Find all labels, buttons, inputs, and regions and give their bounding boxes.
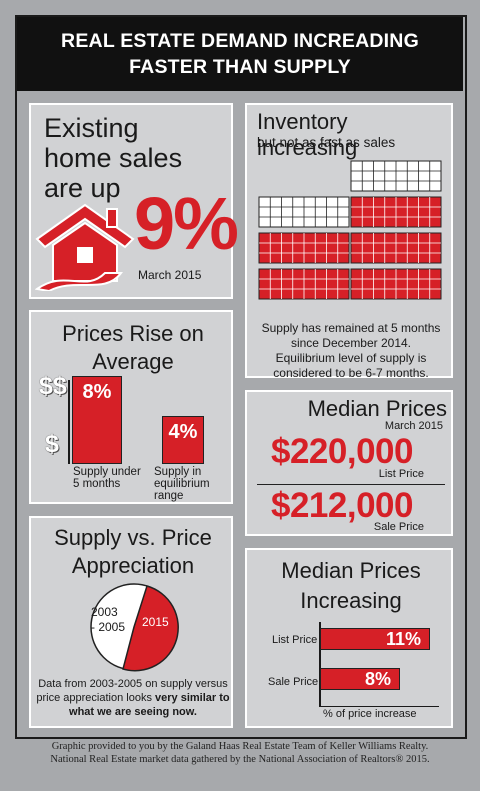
bar-label-2-line3: range (154, 490, 184, 502)
caption-regular: Data from 2003-2005 on supply versus pri… (36, 678, 228, 704)
inventory-caption-line1: Supply has remained at 5 months (261, 321, 441, 335)
median-divider (257, 484, 445, 485)
bar-supply-equilibrium: 4% (162, 416, 204, 464)
list-price-value: $220,000 (271, 432, 413, 471)
inventory-title: Inventory increasing (257, 109, 358, 160)
footer-line2: National Real Estate market data gathere… (50, 754, 430, 765)
home-sales-percent: 9% (134, 182, 239, 265)
home-sales-panel: Existing home sales are up 9% March 2015 (29, 103, 239, 299)
list-price-label: List Price (378, 468, 424, 480)
prices-rise-title-line2: Average (92, 349, 174, 374)
bar-label-supply-under-5: Supply under 5 months (73, 466, 141, 490)
header-banner: REAL ESTATE DEMAND INCREADING FASTER THA… (17, 17, 463, 91)
median-increase-title: Median Prices Increasing (247, 556, 455, 616)
median-increase-title-line2: Increasing (300, 588, 402, 613)
row-label-list-price: List Price (272, 634, 318, 646)
bar-sale-price: 8% (320, 668, 400, 690)
inventory-panel: Inventory increasing but not as fast as … (245, 103, 453, 381)
footer-credits: Graphic provided to you by the Galand Ha… (0, 740, 480, 766)
caption-bold: very similar to what we are seeing now. (69, 692, 230, 718)
inventory-caption: Supply has remained at 5 months since De… (253, 321, 449, 381)
home-sales-title-line1: Existing (44, 113, 139, 143)
inventory-block (258, 268, 350, 300)
inventory-block (258, 196, 350, 228)
inventory-block (350, 196, 442, 228)
bar-label-supply-equilibrium: Supply in equilibrium range (154, 466, 210, 502)
supply-vs-price-title: Supply vs. Price Appreciation (31, 524, 235, 580)
sale-price-label: Sale Price (373, 521, 424, 533)
supply-vs-price-panel: Supply vs. Price Appreciation 2003 - 200… (29, 516, 233, 728)
bar-list-price: 11% (320, 628, 430, 650)
pie-chart (90, 583, 179, 672)
median-increase-y-axis (319, 622, 321, 706)
home-sales-date: March 2015 (138, 268, 202, 282)
median-increase-axis-caption: % of price increase (323, 708, 417, 720)
prices-rise-title: Prices Rise on Average (31, 320, 235, 376)
inventory-block (350, 160, 442, 192)
footer-line1: Graphic provided to you by the Galand Ha… (51, 741, 429, 752)
row-label-sale-price: Sale Price (268, 676, 319, 688)
header-title-line2: FASTER THAN SUPPLY (129, 56, 351, 78)
inventory-block (350, 232, 442, 264)
inventory-block (258, 232, 350, 264)
inventory-caption-line4: considered to be 6-7 months. (273, 366, 429, 380)
pie-label-2003-2005: 2003 - 2005 (91, 605, 125, 635)
bar-label-1-line1: Supply under (73, 466, 141, 478)
pie-label-2003: 2003 (91, 605, 118, 619)
bar-label-2-line2: equilibrium (154, 478, 210, 490)
supply-vs-price-caption: Data from 2003-2005 on supply versus pri… (34, 677, 232, 719)
inventory-block (350, 268, 442, 300)
inventory-subtitle: but not as fast as sales (257, 135, 396, 150)
sale-price-value: $212,000 (271, 486, 413, 525)
supply-vs-price-title-line1: Supply vs. Price (54, 525, 212, 550)
pie-slice-2015 (122, 585, 179, 672)
inventory-caption-line2: since December 2014. (290, 336, 412, 350)
median-increase-title-line1: Median Prices (281, 558, 421, 583)
prices-rise-panel: Prices Rise on Average $$ $ 8% 4% Supply… (29, 310, 233, 504)
prices-rise-title-line1: Prices Rise on (62, 321, 204, 346)
supply-vs-price-title-line2: Appreciation (71, 553, 195, 578)
axis-low-label: $ (45, 430, 59, 458)
median-prices-panel: Median Prices March 2015 $220,000 List P… (245, 390, 453, 536)
header-title-line1: REAL ESTATE DEMAND INCREADING (61, 30, 419, 52)
median-prices-title: Median Prices (307, 396, 447, 421)
median-increase-panel: Median Prices Increasing List Price 11% … (245, 548, 453, 728)
bar-supply-under-5: 8% (72, 376, 122, 464)
home-sales-title: Existing home sales are up (44, 113, 182, 203)
pie-label-2015: 2015 (142, 615, 169, 629)
median-prices-date: March 2015 (384, 420, 443, 432)
house-icon (35, 203, 135, 291)
home-sales-title-line2: home sales (44, 143, 183, 173)
axis-high-label: $$ (39, 372, 67, 400)
pie-label-2005: - 2005 (91, 620, 126, 634)
inventory-blocks-graphic (258, 160, 442, 300)
median-increase-x-axis (319, 706, 439, 707)
home-sales-title-line3: are up (44, 173, 121, 203)
bar-label-1-line2: 5 months (73, 478, 121, 490)
prices-rise-axis (68, 380, 70, 464)
inventory-caption-line3: Equilibrium level of supply is (275, 351, 427, 365)
bar-label-2-line1: Supply in (154, 466, 202, 478)
